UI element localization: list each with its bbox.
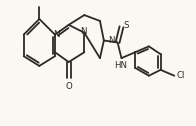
- Text: O: O: [65, 82, 72, 91]
- Text: N: N: [53, 30, 59, 39]
- Text: S: S: [123, 21, 129, 30]
- Text: HN: HN: [114, 61, 127, 70]
- Text: Cl: Cl: [176, 71, 185, 80]
- Text: N: N: [108, 36, 114, 45]
- Text: N: N: [80, 27, 87, 36]
